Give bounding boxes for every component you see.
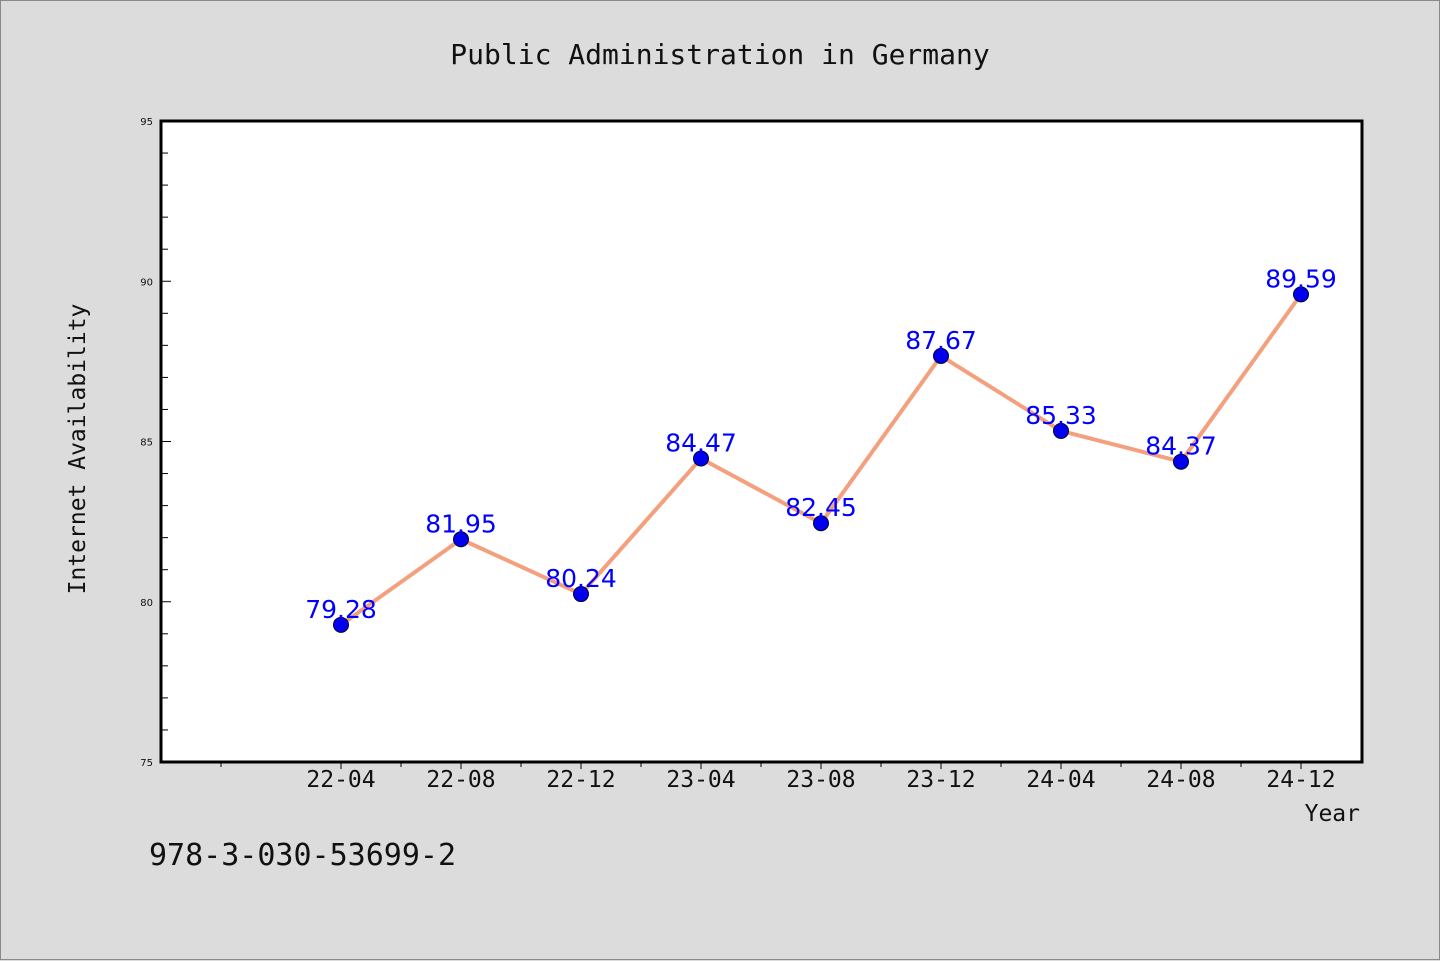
data-label: 85.33	[1025, 401, 1097, 430]
x-tick-label: 24-12	[1266, 767, 1335, 793]
data-point	[933, 347, 949, 364]
data-point	[1173, 453, 1189, 470]
plot-area	[159, 119, 1364, 764]
x-tick-label: 23-12	[906, 767, 975, 793]
x-tick-label: 23-04	[666, 767, 735, 793]
data-point	[813, 515, 829, 532]
data-label: 82.45	[785, 493, 857, 522]
x-tick-label: 22-12	[546, 767, 615, 793]
y-axis: 75 80 85 90 95	[140, 117, 171, 769]
data-point	[1293, 286, 1309, 303]
data-label: 87.67	[905, 326, 977, 355]
x-axis-label: Year	[1305, 801, 1360, 827]
data-label: 80.24	[545, 564, 617, 593]
y-tick-label: 95	[140, 117, 153, 128]
data-point	[573, 586, 589, 603]
x-tick-label: 24-04	[1026, 767, 1095, 793]
data-point	[453, 531, 469, 548]
data-label: 81.95	[425, 509, 497, 538]
x-tick-label: 24-08	[1146, 767, 1215, 793]
data-point	[333, 616, 349, 633]
y-tick-label: 80	[140, 598, 153, 609]
data-label: 84.47	[665, 428, 737, 457]
y-tick-label: 85	[140, 438, 153, 449]
chart-title: Public Administration in Germany	[450, 38, 989, 71]
y-tick-label: 75	[140, 758, 153, 769]
y-axis-label: Internet Availability	[65, 304, 91, 595]
series-line-group: 79.28 81.95 80.24 84.47 82.45 87.67 85.33 84.37…	[305, 264, 1337, 633]
data-label: 84.37	[1145, 432, 1217, 461]
x-tick-label: 22-08	[426, 767, 495, 793]
data-point	[693, 450, 709, 467]
x-tick-label: 22-04	[306, 767, 375, 793]
data-point	[1053, 422, 1069, 439]
data-label: 89.59	[1265, 264, 1337, 293]
x-tick-label: 23-08	[786, 767, 855, 793]
data-label: 79.28	[305, 595, 377, 624]
y-tick-label: 90	[140, 277, 153, 288]
footer-isbn: 978-3-030-53699-2	[149, 838, 456, 873]
x-axis: 22-04 22-08 22-12 23-04 23-08 23-12 24-04 24-08…	[220, 762, 1336, 793]
